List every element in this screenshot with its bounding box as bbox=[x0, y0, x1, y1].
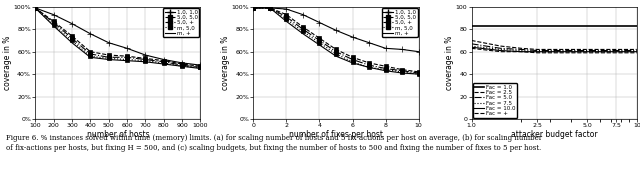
X-axis label: attacker budget factor: attacker budget factor bbox=[511, 130, 598, 139]
Y-axis label: coverage in %: coverage in % bbox=[445, 36, 454, 90]
Y-axis label: coverage in %: coverage in % bbox=[3, 36, 12, 90]
Legend: 1,0, 1,0, 5,0, 5,0, 5,0, +, m, 5,0, m, +: 1,0, 1,0, 5,0, 5,0, 5,0, +, m, 5,0, m, + bbox=[163, 8, 200, 37]
Legend: Fac = 1.0, Fac = 2.5, Fac = 5.0, Fac = 7.5, Fac = 10.0, Fac = +: Fac = 1.0, Fac = 2.5, Fac = 5.0, Fac = 7… bbox=[472, 83, 517, 118]
X-axis label: number of hosts: number of hosts bbox=[86, 130, 149, 139]
Y-axis label: coverage in %: coverage in % bbox=[221, 36, 230, 90]
X-axis label: number of fixes per host: number of fixes per host bbox=[289, 130, 383, 139]
Text: Figure 6. % instances solved within time (memory) limits. (a) for scaling number: Figure 6. % instances solved within time… bbox=[6, 134, 543, 151]
Legend: 1,0, 1,0, 5,0, 5,0, 5,0, +, m, 5,0, m, +: 1,0, 1,0, 5,0, 5,0, 5,0, +, m, 5,0, m, + bbox=[381, 8, 417, 37]
